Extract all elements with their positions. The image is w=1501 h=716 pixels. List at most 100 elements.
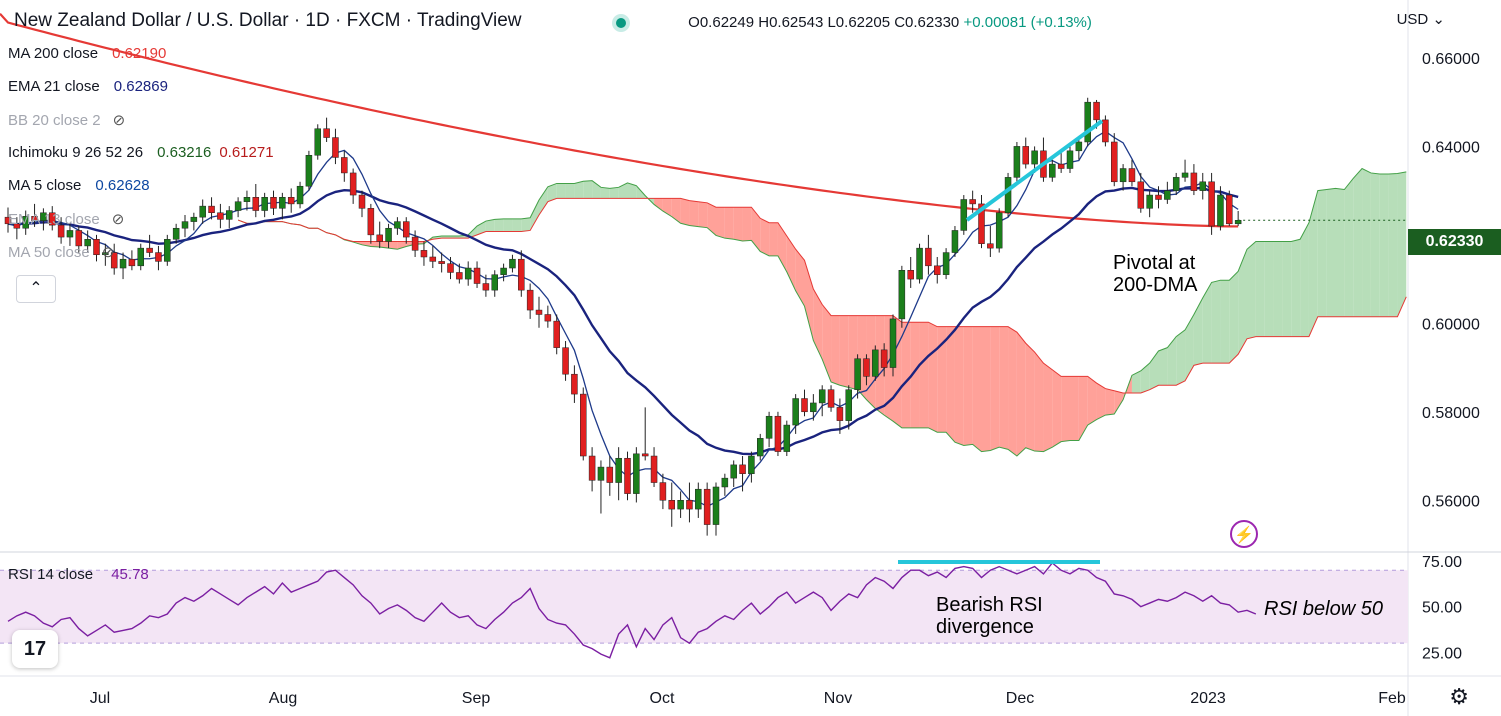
cloud-segment	[769, 222, 778, 256]
candle-body	[75, 230, 83, 247]
legend-item[interactable]: Ichimoku 9 26 52 26 0.63216 0.61271	[8, 144, 274, 161]
candle	[783, 420, 791, 457]
candle	[810, 394, 817, 421]
eye-hidden-icon[interactable]: ⊘	[111, 211, 125, 228]
candle	[1199, 172, 1206, 200]
candle	[429, 245, 437, 269]
candle-body	[429, 256, 437, 262]
cloud-segment	[1025, 343, 1035, 452]
candle	[774, 411, 782, 457]
candle-body	[1013, 146, 1021, 178]
ohlc-high: H0.62543	[758, 14, 824, 31]
cloud-segment	[1370, 172, 1380, 317]
currency-selector[interactable]: USD ⌄	[1396, 11, 1445, 28]
cloud-segment	[1008, 326, 1017, 457]
candle	[491, 270, 498, 297]
candle	[252, 184, 260, 218]
legend-item[interactable]: EMA 13 close ⊘	[8, 210, 124, 228]
tradingview-logo-icon[interactable]: 17	[12, 630, 58, 668]
time-tick-label: Dec	[1006, 690, 1034, 707]
candle	[880, 343, 888, 377]
rsi-legend[interactable]: RSI 14 close 45.78	[8, 566, 149, 583]
price-trendline	[965, 119, 1104, 222]
cloud-segment	[1096, 383, 1106, 420]
candle	[641, 407, 649, 461]
time-tick-label: Nov	[824, 690, 852, 707]
eye-hidden-icon[interactable]: ⊘	[101, 244, 115, 261]
cloud-segment	[1344, 178, 1354, 317]
cloud-segment	[362, 241, 371, 247]
candle-body	[411, 236, 419, 251]
candle	[730, 460, 737, 487]
candle-body	[447, 263, 454, 273]
cloud-segment	[707, 202, 716, 236]
candle-body	[1226, 194, 1233, 225]
collapse-legend-button[interactable]: ⌃	[16, 275, 56, 303]
candle-body	[403, 221, 410, 238]
candle-body	[314, 128, 321, 156]
candle-body	[341, 157, 348, 174]
cloud-segment	[609, 187, 619, 199]
candle	[261, 192, 268, 218]
candle	[916, 243, 923, 284]
candle	[792, 394, 799, 434]
cloud-segment	[795, 249, 805, 307]
lightning-icon[interactable]: ⚡	[1230, 520, 1258, 548]
candle-body	[190, 216, 198, 222]
rsi-panel	[0, 561, 1408, 659]
live-dot-icon	[616, 18, 626, 29]
legend-item[interactable]: EMA 21 close 0.62869	[8, 78, 168, 95]
cloud-segment	[1131, 370, 1141, 393]
candle	[1137, 172, 1145, 213]
cloud-segment	[839, 315, 849, 388]
cloud-segment	[724, 207, 734, 240]
candle	[1040, 137, 1047, 182]
cloud-segment	[689, 200, 699, 227]
candle-body	[1031, 150, 1038, 165]
candle	[1208, 172, 1215, 235]
legend-item[interactable]: MA 200 close 0.62190	[8, 45, 166, 62]
cloud-segment	[1335, 188, 1345, 317]
ohlc-readout: O0.62249 H0.62543 L0.62205 C0.62330 +0.0…	[616, 14, 1092, 31]
candle	[765, 411, 773, 448]
rsi-tick-label: 75.00	[1422, 554, 1462, 571]
cloud-segment	[1211, 280, 1221, 364]
legend-item[interactable]: BB 20 close 2 ⊘	[8, 111, 125, 129]
cloud-segment	[822, 304, 832, 382]
cloud-segment	[1140, 363, 1150, 393]
legend-label: Ichimoku 9 26 52 26	[8, 144, 144, 161]
candle-body	[951, 230, 959, 253]
candle-body	[358, 194, 366, 209]
legend-item[interactable]: MA 50 close ⊘	[8, 243, 114, 261]
candle	[208, 197, 215, 220]
cloud-segment	[450, 235, 460, 239]
candle-body	[464, 267, 472, 280]
candle	[854, 354, 861, 399]
eye-hidden-icon[interactable]: ⊘	[112, 112, 126, 129]
gear-icon[interactable]: ⚙	[1449, 684, 1469, 709]
candle-body	[995, 212, 1003, 249]
candle	[659, 473, 667, 510]
candle-body	[774, 415, 782, 452]
cloud-segment	[485, 219, 495, 232]
cloud-segment	[1362, 168, 1371, 317]
legend-value: 0.61271	[219, 144, 274, 161]
legend-item[interactable]: MA 5 close 0.62628	[8, 177, 150, 194]
cloud-segment	[963, 326, 973, 446]
cloud-segment	[760, 218, 770, 256]
candlesticks	[4, 97, 1242, 536]
candle-body	[810, 402, 817, 413]
ohlc-open: O0.62249	[688, 14, 755, 31]
candle	[526, 283, 534, 319]
candle	[907, 256, 914, 288]
candle-body	[305, 155, 313, 187]
time-tick-label: 2023	[1190, 690, 1226, 707]
cloud-segment	[972, 326, 982, 452]
candle-body	[226, 210, 233, 220]
cloud-segment	[742, 207, 752, 241]
candle	[995, 208, 1003, 253]
candle-body	[1208, 181, 1215, 227]
candle-body	[606, 466, 614, 483]
candle	[190, 212, 198, 231]
